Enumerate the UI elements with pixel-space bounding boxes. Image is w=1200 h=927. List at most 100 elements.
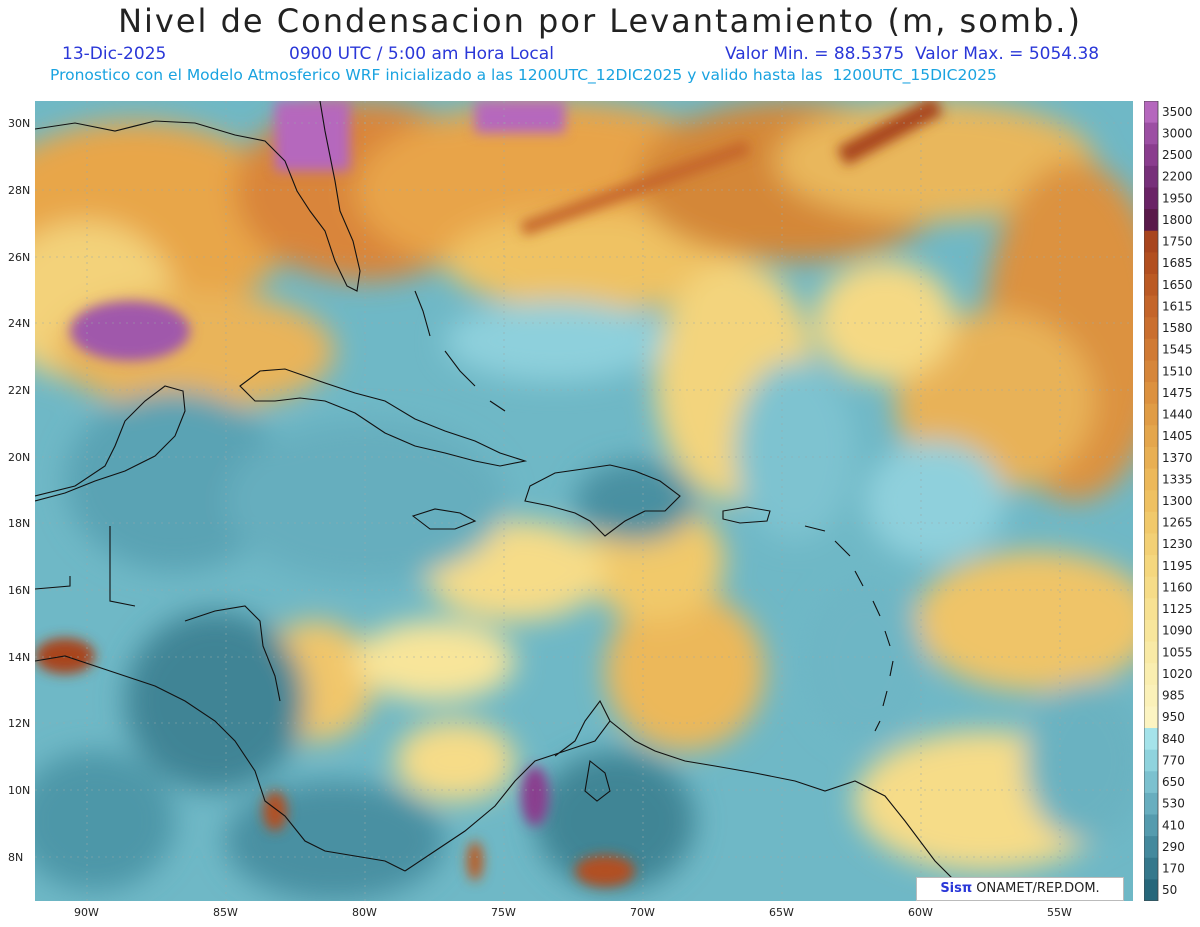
colorbar-swatch: [1144, 144, 1158, 167]
colorbar-swatch: [1144, 749, 1158, 772]
colorbar-label: 1475: [1162, 386, 1193, 400]
lon-label: 80W: [352, 906, 377, 919]
colorbar-swatch: [1144, 230, 1158, 253]
colorbar-label: 950: [1162, 710, 1185, 724]
colorbar-swatch: [1144, 641, 1158, 664]
colorbar-swatch: [1144, 382, 1158, 405]
colorbar-label: 1265: [1162, 516, 1193, 530]
colorbar-swatch: [1144, 468, 1158, 491]
lat-label: 10N: [8, 784, 31, 797]
colorbar-label: 1580: [1162, 321, 1193, 335]
colorbar-label: 170: [1162, 862, 1185, 876]
colorbar-label: 1440: [1162, 408, 1193, 422]
colorbar-swatch: [1144, 360, 1158, 383]
lon-label: 85W: [213, 906, 238, 919]
colorbar-label: 50: [1162, 883, 1177, 897]
colorbar-swatch: [1144, 771, 1158, 794]
colorbar-label: 1125: [1162, 602, 1193, 616]
colorbar: 3500 3000 2500 2200 1950 1800 1750 1685 1650 1615…: [1144, 101, 1193, 901]
colorbar-label: 1510: [1162, 364, 1193, 378]
colorbar-label: 985: [1162, 689, 1185, 703]
colorbar-label: 1055: [1162, 645, 1193, 659]
forecast-date: 13-Dic-2025: [62, 44, 167, 64]
credit-org: ONAMET/REP.DOM.: [972, 881, 1100, 896]
colorbar-label: 2500: [1162, 148, 1193, 162]
colorbar-swatch: [1144, 209, 1158, 232]
lat-label: 20N: [8, 451, 31, 464]
colorbar-label: 1300: [1162, 494, 1193, 508]
colorbar-swatch: [1144, 576, 1158, 599]
colorbar-swatch: [1144, 792, 1158, 816]
colorbar-swatch: [1144, 857, 1158, 880]
colorbar-label: 770: [1162, 753, 1185, 767]
lat-label: 14N: [8, 651, 31, 664]
colorbar-swatch: [1144, 555, 1158, 578]
colorbar-swatch: [1144, 836, 1158, 859]
colorbar-swatch: [1144, 533, 1158, 556]
colorbar-label: 1650: [1162, 278, 1193, 292]
colorbar-label: 1685: [1162, 256, 1193, 270]
colorbar-swatch: [1144, 663, 1158, 686]
lat-label: 22N: [8, 384, 31, 397]
lat-label: 16N: [8, 584, 31, 597]
lon-label: 60W: [908, 906, 933, 919]
colorbar-label: 290: [1162, 840, 1185, 854]
colorbar-label: 1370: [1162, 451, 1193, 465]
colorbar-label: 840: [1162, 732, 1185, 746]
lon-label: 55W: [1047, 906, 1072, 919]
colorbar-swatch: [1144, 425, 1158, 448]
lat-label: 18N: [8, 517, 31, 530]
colorbar-swatch: [1144, 101, 1158, 124]
model-info: Pronostico con el Modelo Atmosferico WRF…: [50, 66, 997, 84]
peak-lcl-patches: [35, 101, 944, 887]
lat-label: 26N: [8, 251, 31, 264]
colorbar-swatch: [1144, 814, 1158, 837]
colorbar-swatch: [1144, 446, 1158, 470]
colorbar-swatch: [1144, 706, 1158, 729]
colorbar-swatch: [1144, 317, 1158, 340]
colorbar-label: 1335: [1162, 472, 1193, 486]
lat-label: 8N: [8, 851, 24, 864]
map-title: Nivel de Condensacion por Levantamiento …: [118, 2, 1082, 40]
colorbar-swatch: [1144, 187, 1158, 210]
colorbar-swatch: [1144, 728, 1158, 751]
colorbar-label: 1090: [1162, 624, 1193, 638]
colorbar-label: 410: [1162, 818, 1185, 832]
colorbar-label: 650: [1162, 775, 1185, 789]
sis-logo-text: Sisπ: [940, 881, 973, 896]
colorbar-label: 1545: [1162, 343, 1193, 357]
lon-label: 75W: [491, 906, 516, 919]
lcl-map: [35, 101, 1133, 901]
lat-label: 28N: [8, 184, 31, 197]
colorbar-swatch: [1144, 252, 1158, 275]
credit-badge: Sisπ ONAMET/REP.DOM.: [916, 877, 1124, 901]
graticule: [35, 101, 1133, 901]
colorbar-label: 2200: [1162, 170, 1193, 184]
colorbar-label: 1950: [1162, 191, 1193, 205]
colorbar-border: [1144, 101, 1159, 901]
colorbar-swatch: [1144, 684, 1158, 707]
lat-label: 12N: [8, 717, 31, 730]
coastlines: [35, 101, 986, 901]
colorbar-label: 1405: [1162, 429, 1193, 443]
lat-label: 30N: [8, 117, 31, 130]
lon-label: 90W: [74, 906, 99, 919]
colorbar-label: 1195: [1162, 559, 1193, 573]
colorbar-label: 1800: [1162, 213, 1193, 227]
colorbar-label: 530: [1162, 797, 1185, 811]
colorbar-swatch: [1144, 511, 1158, 534]
colorbar-swatch: [1144, 165, 1158, 188]
colorbar-label: 1615: [1162, 299, 1193, 313]
colorbar-swatch: [1144, 403, 1158, 426]
colorbar-swatch: [1144, 122, 1158, 145]
lon-label: 65W: [769, 906, 794, 919]
colorbar-swatch: [1144, 338, 1158, 361]
lat-label: 24N: [8, 317, 31, 330]
colorbar-label: 1020: [1162, 667, 1193, 681]
lon-label: 70W: [630, 906, 655, 919]
colorbar-label: 1750: [1162, 235, 1193, 249]
colorbar-label: 3500: [1162, 105, 1193, 119]
colorbar-swatch: [1144, 619, 1158, 643]
forecast-time: 0900 UTC / 5:00 am Hora Local: [289, 44, 554, 64]
colorbar-label: 1160: [1162, 580, 1193, 594]
